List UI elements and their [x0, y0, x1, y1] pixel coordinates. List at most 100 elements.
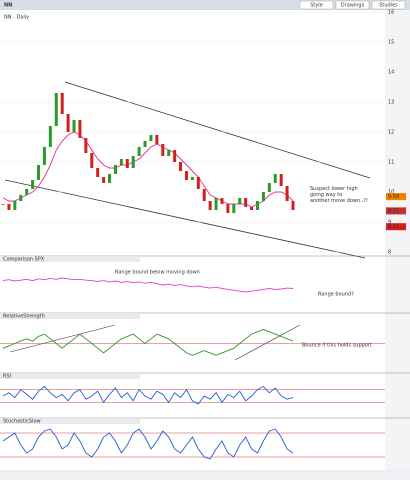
candle: [208, 201, 212, 210]
indicator-line: [2, 277, 294, 293]
price-label: 9.37: [388, 208, 399, 214]
trend-line: [4, 179, 366, 259]
candle: [214, 198, 218, 210]
candle: [48, 126, 52, 147]
candle: [273, 174, 277, 183]
symbol: NN: [4, 3, 12, 9]
price-axis: [385, 10, 410, 470]
panel-header: [0, 313, 140, 319]
candle: [90, 153, 94, 168]
candle: [96, 168, 100, 177]
panel-header: [0, 418, 140, 424]
y-tick-label: 13: [388, 100, 394, 106]
price-label-box: [386, 207, 406, 215]
trend-line: [234, 324, 301, 361]
trend-line: [64, 81, 371, 179]
candle: [226, 204, 230, 213]
candle: [250, 207, 254, 210]
indicator-line: [2, 385, 294, 405]
candle: [155, 135, 159, 144]
candle: [72, 120, 76, 132]
candle: [196, 177, 200, 189]
candle: [244, 198, 248, 207]
price-label: 9.11: [388, 224, 399, 230]
panel-label: RelativeStrength: [3, 314, 45, 320]
panel-label: Comparison SPX: [3, 257, 45, 263]
price-label: 9.58: [388, 194, 399, 200]
candle: [220, 198, 224, 204]
panel-label: RSI: [3, 374, 11, 380]
panel-label: StochasticSlow: [3, 419, 41, 425]
toolbar-button[interactable]: [371, 0, 406, 10]
candle: [78, 120, 82, 138]
candle: [54, 93, 58, 126]
candle: [108, 174, 112, 183]
candle: [261, 192, 265, 201]
candle: [19, 195, 23, 201]
y-tick-label: 15: [388, 40, 394, 46]
candle: [184, 171, 188, 180]
candle: [238, 198, 242, 204]
candle: [42, 147, 46, 165]
candle: [161, 144, 165, 156]
candle: [190, 177, 194, 180]
y-tick-label: 8: [388, 250, 391, 256]
candle: [66, 114, 70, 132]
candle: [125, 159, 129, 168]
candle: [267, 183, 271, 192]
trend-line: [9, 324, 116, 353]
candle: [84, 138, 88, 153]
price-label-box: [386, 193, 406, 201]
candle: [143, 141, 147, 147]
candle: [37, 165, 41, 180]
annotation: Bounce if this holds support: [302, 343, 372, 349]
indicator-line: [2, 428, 294, 460]
toolbar: [0, 0, 410, 10]
candle: [7, 204, 11, 210]
y-tick-label: 14: [388, 70, 394, 76]
panel-label: NN - Daily: [4, 15, 29, 21]
indicator-line: [2, 328, 294, 356]
candle: [1, 204, 5, 205]
toolbar-button[interactable]: [299, 0, 334, 10]
candle: [279, 174, 283, 186]
annotation: Suspect lower high going way to another mo…: [310, 186, 368, 204]
candle: [167, 150, 171, 156]
y-tick-label: 10: [388, 190, 394, 196]
candle: [113, 165, 117, 174]
candle: [285, 186, 289, 201]
toolbar-button-label[interactable]: Drawings: [341, 3, 365, 9]
annotation-box: [306, 183, 366, 213]
moving-average: [2, 131, 294, 208]
candle: [232, 204, 236, 213]
candle: [202, 189, 206, 201]
toolbar-button-label[interactable]: Style: [310, 3, 323, 9]
candle: [173, 150, 177, 162]
candle: [60, 93, 64, 114]
candle: [13, 201, 17, 210]
candle: [25, 189, 29, 195]
candle: [137, 147, 141, 156]
candle: [179, 162, 183, 171]
candle: [31, 180, 35, 189]
candle: [255, 201, 259, 210]
panel-header: [0, 256, 140, 262]
toolbar-button[interactable]: [335, 0, 370, 10]
price-label-box: [386, 223, 406, 231]
candle: [291, 201, 295, 210]
candle: [119, 159, 123, 165]
candle: [131, 156, 135, 168]
y-tick-label: 12: [388, 130, 394, 136]
candle: [149, 135, 153, 141]
date-axis: [0, 470, 410, 480]
y-tick-label: 11: [388, 160, 394, 166]
candle: [102, 177, 106, 183]
panel-header: [0, 373, 140, 379]
y-tick-label: 9: [388, 220, 391, 226]
annotation: Range bound?: [318, 292, 354, 298]
annotation: Range bound below moving down: [115, 270, 200, 276]
y-tick-label: 16: [388, 10, 394, 16]
toolbar-button-label[interactable]: Studies: [379, 3, 398, 9]
